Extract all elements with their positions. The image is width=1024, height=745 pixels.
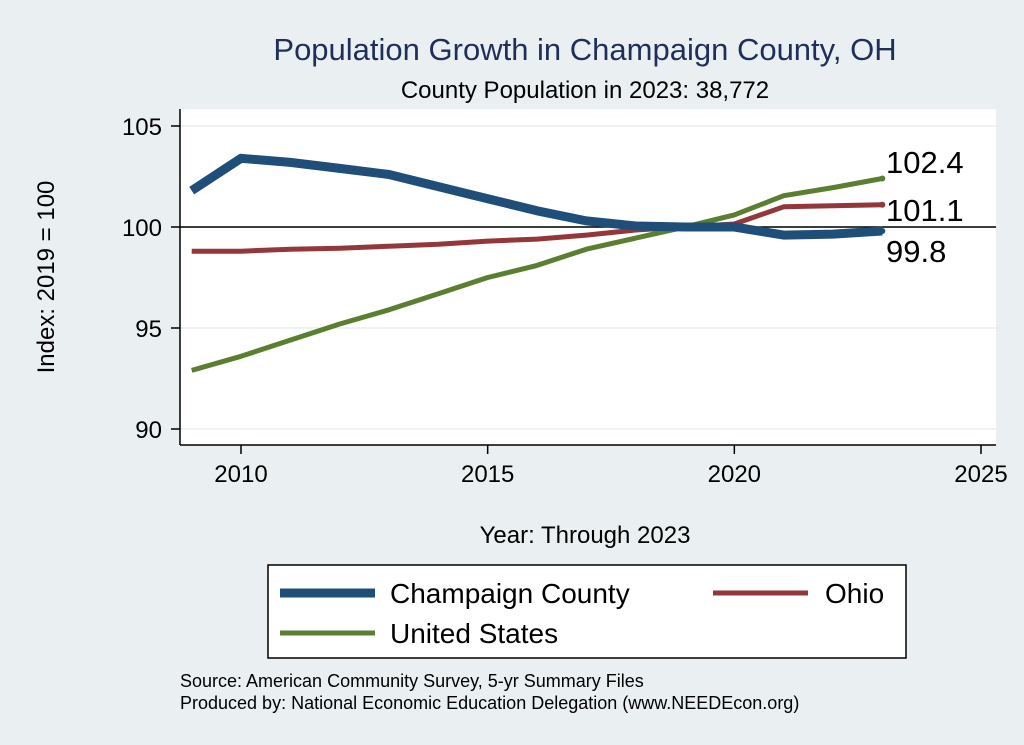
x-tick-label: 2010: [214, 461, 267, 488]
x-tick-label: 2015: [461, 461, 514, 488]
end-label: 102.4: [886, 145, 964, 180]
series-line-united-states: [191, 176, 883, 373]
legend-label: Ohio: [825, 578, 884, 609]
x-axis: 2010 2015 2020 2025: [180, 444, 1008, 488]
series-end-point: [879, 201, 886, 208]
y-axis-title: Index: 2019 = 100: [33, 181, 60, 374]
legend-label: United States: [390, 618, 558, 649]
y-axis: 90 95 100 105: [122, 109, 181, 445]
series-line-ohio: [191, 202, 883, 254]
series-line-champaign-county: [189, 153, 883, 240]
legend-label: Champaign County: [390, 578, 630, 609]
y-tick-label: 100: [122, 215, 162, 242]
chart-subtitle: County Population in 2023: 38,772: [401, 77, 769, 104]
producer-line: Produced by: National Economic Education…: [180, 693, 799, 713]
y-tick-label: 105: [122, 114, 162, 141]
legend-box: [267, 564, 907, 659]
x-tick-label: 2025: [954, 461, 1007, 488]
y-tick-label: 95: [135, 316, 162, 343]
series-end-point: [879, 228, 886, 235]
end-labels: 99.8 101.1 102.4: [886, 145, 964, 269]
x-axis-title: Year: Through 2023: [480, 522, 691, 549]
chart-title: Population Growth in Champaign County, O…: [273, 32, 896, 67]
y-tick-label: 90: [135, 417, 162, 444]
end-label: 99.8: [886, 234, 946, 269]
series-end-point: [879, 175, 886, 182]
x-tick-label: 2020: [708, 461, 761, 488]
end-label: 101.1: [886, 193, 964, 228]
source-line: Source: American Community Survey, 5-yr …: [180, 671, 644, 691]
series-lines: [189, 153, 886, 373]
legend: Champaign County Ohio United States: [267, 564, 907, 659]
